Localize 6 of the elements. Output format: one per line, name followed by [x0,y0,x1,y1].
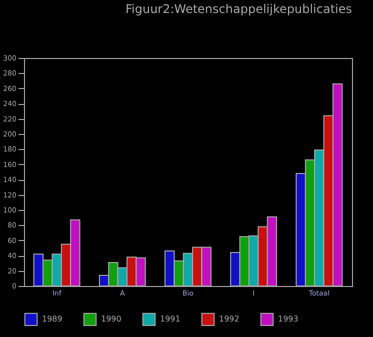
legend-label: 1991 [160,314,180,324]
legend-label: 1990 [101,314,122,324]
legend-label: 1989 [42,314,62,324]
legend-label: 1992 [219,314,240,324]
chart-title: Figuur2:Wetenschappelijkepublicaties [125,2,352,16]
legend-label: 1993 [278,314,298,324]
